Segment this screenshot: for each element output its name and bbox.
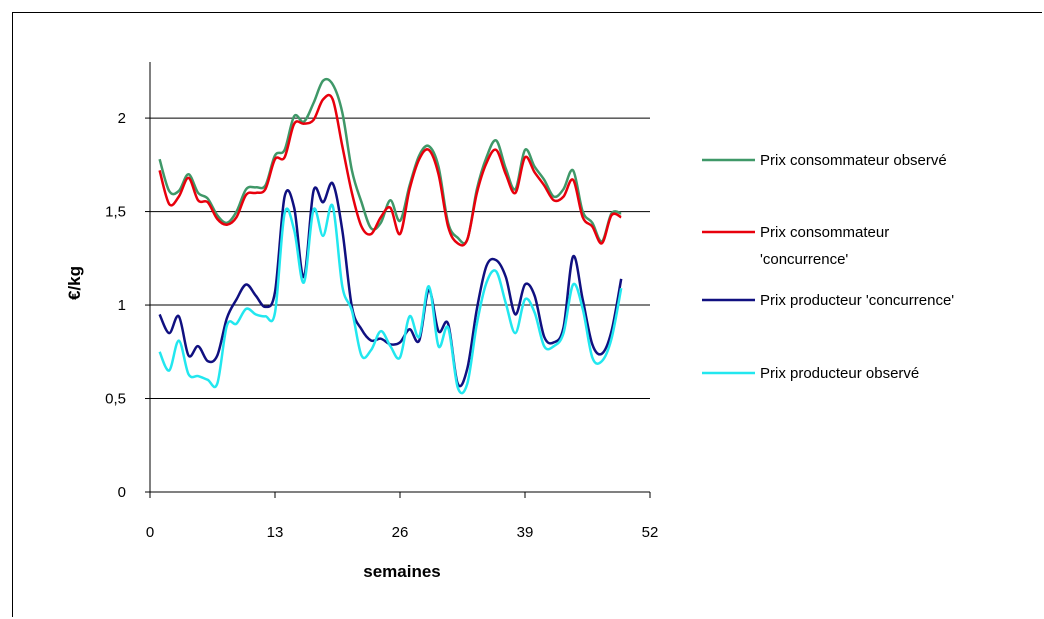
y-tick-label: 0 <box>118 484 126 501</box>
x-tick-label: 26 <box>392 524 409 541</box>
y-tick-label: 2 <box>118 110 126 127</box>
y-axis-title: €/kg <box>65 266 84 300</box>
x-tick-label: 52 <box>642 524 659 541</box>
series-line-consommateur-concurrence <box>158 93 622 247</box>
x-tick-label: 13 <box>267 524 284 541</box>
series-line-producteur-observe <box>158 203 623 395</box>
series-lines <box>158 77 623 395</box>
legend-label-consommateur-concurrence: Prix consommateur <box>760 224 889 241</box>
chart-frame <box>12 12 1042 617</box>
y-tick-label: 1 <box>118 297 126 314</box>
x-tick-label: 39 <box>517 524 534 541</box>
series-line-producteur-concurrence <box>158 181 623 388</box>
legend: Prix consommateur observé Prix consommate… <box>702 152 954 382</box>
y-tick-label: 1,5 <box>105 204 126 221</box>
legend-label-consommateur-observe: Prix consommateur observé <box>760 152 947 169</box>
x-axis-title: semaines <box>363 562 441 581</box>
axes: 0 0,5 1 1,5 2 0 13 26 39 52 <box>105 62 658 541</box>
legend-label-producteur-observe: Prix producteur observé <box>760 365 919 382</box>
x-tick-label: 0 <box>146 524 154 541</box>
legend-label-producteur-concurrence: Prix producteur 'concurrence' <box>760 292 954 309</box>
series-line-consommateur-observe <box>158 77 622 245</box>
y-tick-label: 0,5 <box>105 391 126 408</box>
legend-label-consommateur-concurrence: 'concurrence' <box>760 251 848 268</box>
